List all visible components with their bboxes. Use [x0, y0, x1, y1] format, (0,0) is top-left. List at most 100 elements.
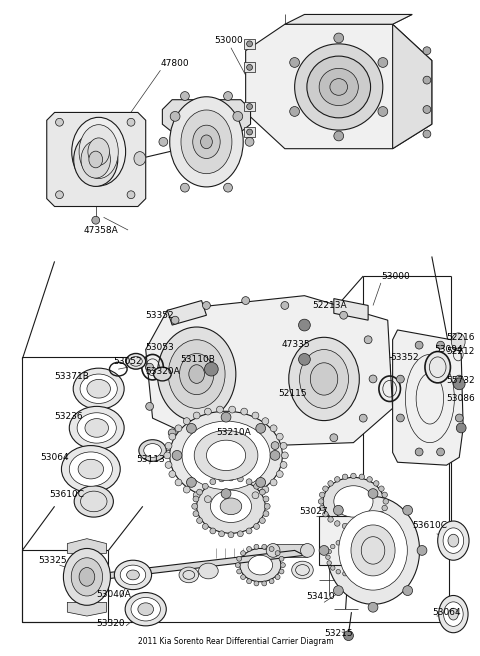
- Circle shape: [323, 512, 328, 517]
- Polygon shape: [146, 296, 393, 447]
- Ellipse shape: [63, 548, 110, 605]
- Circle shape: [240, 550, 246, 556]
- Circle shape: [256, 424, 265, 433]
- Circle shape: [197, 489, 203, 495]
- Ellipse shape: [79, 567, 95, 586]
- Circle shape: [193, 496, 199, 502]
- Ellipse shape: [310, 363, 338, 395]
- Circle shape: [396, 414, 404, 422]
- Text: 47335: 47335: [282, 340, 311, 349]
- Circle shape: [276, 433, 283, 440]
- Circle shape: [382, 505, 387, 511]
- Circle shape: [383, 499, 388, 504]
- Circle shape: [327, 561, 332, 565]
- Circle shape: [423, 130, 431, 138]
- Ellipse shape: [292, 561, 313, 579]
- Circle shape: [280, 462, 287, 468]
- Ellipse shape: [448, 608, 458, 620]
- Circle shape: [204, 496, 211, 502]
- Circle shape: [56, 118, 63, 126]
- Text: 53064: 53064: [432, 607, 460, 617]
- Circle shape: [319, 546, 329, 556]
- Circle shape: [373, 481, 379, 486]
- Ellipse shape: [300, 544, 314, 558]
- Circle shape: [336, 569, 340, 574]
- Circle shape: [170, 112, 180, 121]
- Circle shape: [456, 423, 466, 433]
- Circle shape: [269, 579, 274, 584]
- Circle shape: [252, 412, 259, 419]
- Circle shape: [290, 58, 300, 68]
- Circle shape: [342, 523, 348, 529]
- Circle shape: [259, 489, 265, 495]
- Text: 53052: 53052: [113, 357, 142, 366]
- Circle shape: [366, 549, 370, 554]
- Circle shape: [256, 478, 265, 487]
- Circle shape: [368, 489, 378, 499]
- Ellipse shape: [295, 44, 383, 130]
- Ellipse shape: [448, 534, 459, 547]
- Circle shape: [330, 434, 338, 441]
- Text: 2011 Kia Sorento Rear Differential Carrier Diagram: 2011 Kia Sorento Rear Differential Carri…: [138, 637, 334, 646]
- Circle shape: [216, 498, 223, 504]
- Circle shape: [204, 362, 218, 376]
- Text: 53000: 53000: [381, 272, 409, 281]
- Circle shape: [318, 499, 324, 504]
- Circle shape: [127, 118, 135, 126]
- Ellipse shape: [127, 570, 139, 580]
- Ellipse shape: [199, 563, 218, 579]
- Circle shape: [241, 408, 248, 415]
- Circle shape: [396, 375, 404, 383]
- Ellipse shape: [307, 56, 371, 118]
- Circle shape: [240, 575, 246, 579]
- Circle shape: [328, 481, 333, 486]
- Polygon shape: [162, 100, 251, 132]
- Circle shape: [280, 563, 285, 567]
- Text: 53352: 53352: [146, 311, 174, 319]
- Ellipse shape: [439, 596, 468, 633]
- Ellipse shape: [181, 110, 232, 174]
- Text: 53094: 53094: [435, 345, 463, 354]
- Ellipse shape: [220, 498, 242, 515]
- Circle shape: [254, 544, 259, 549]
- Circle shape: [343, 571, 347, 576]
- Circle shape: [334, 586, 343, 596]
- Circle shape: [221, 412, 231, 422]
- Text: 53610C: 53610C: [412, 522, 447, 531]
- Ellipse shape: [201, 135, 212, 149]
- Ellipse shape: [77, 413, 116, 443]
- Circle shape: [253, 483, 260, 489]
- Circle shape: [357, 569, 361, 574]
- Text: 53325: 53325: [38, 556, 67, 565]
- Ellipse shape: [61, 445, 120, 493]
- Circle shape: [216, 406, 223, 413]
- Circle shape: [56, 191, 63, 199]
- Ellipse shape: [89, 151, 103, 168]
- Circle shape: [366, 561, 370, 565]
- Circle shape: [271, 441, 279, 449]
- Circle shape: [247, 64, 252, 70]
- Circle shape: [237, 556, 241, 561]
- Ellipse shape: [88, 138, 109, 165]
- Ellipse shape: [300, 350, 348, 408]
- Ellipse shape: [168, 340, 225, 408]
- Circle shape: [340, 312, 348, 319]
- Circle shape: [335, 477, 340, 482]
- Ellipse shape: [114, 560, 152, 590]
- Circle shape: [168, 429, 176, 437]
- Circle shape: [192, 503, 198, 509]
- Ellipse shape: [180, 354, 214, 395]
- Circle shape: [146, 403, 154, 410]
- Circle shape: [235, 563, 240, 567]
- Circle shape: [247, 129, 252, 135]
- Polygon shape: [89, 550, 304, 580]
- Circle shape: [437, 341, 444, 349]
- Circle shape: [127, 191, 135, 199]
- Circle shape: [172, 451, 182, 461]
- Circle shape: [253, 523, 260, 529]
- Circle shape: [197, 518, 203, 523]
- Circle shape: [344, 631, 353, 640]
- Circle shape: [364, 336, 372, 344]
- Bar: [319, 516, 378, 565]
- Circle shape: [169, 470, 176, 478]
